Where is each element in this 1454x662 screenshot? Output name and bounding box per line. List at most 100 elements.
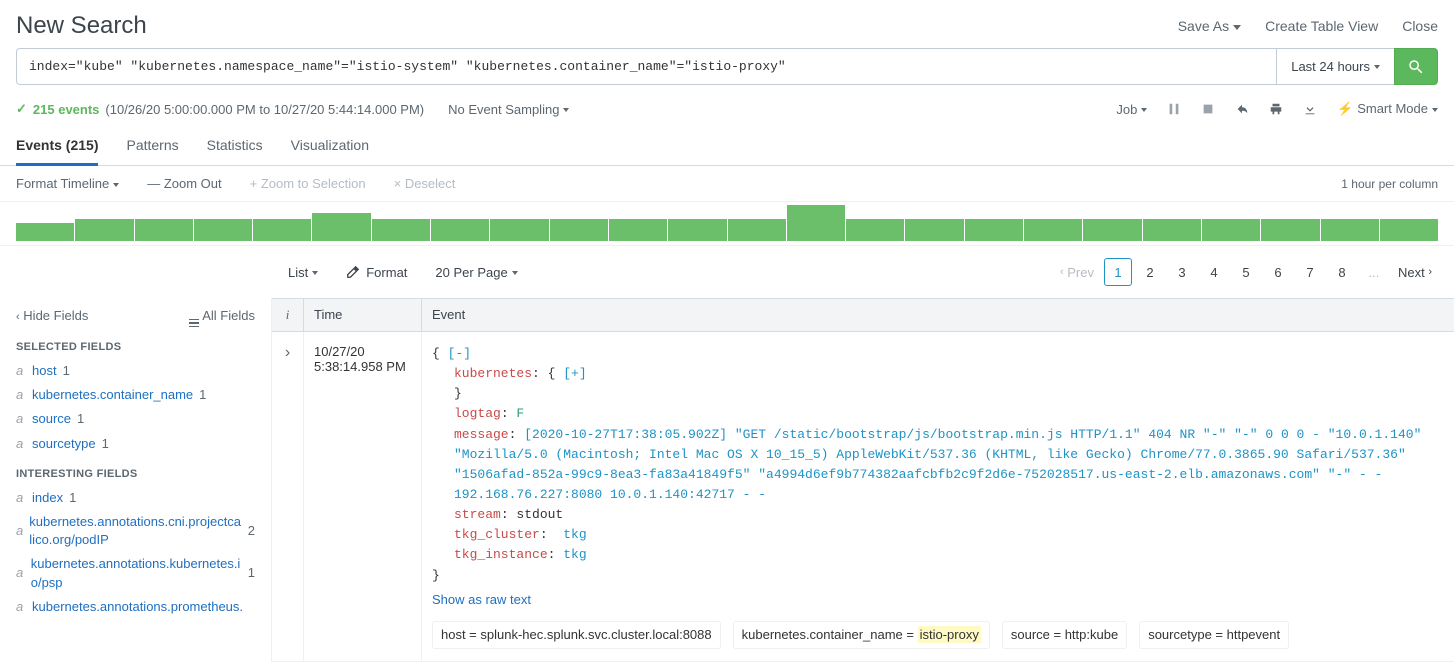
timeline-bar[interactable] <box>1083 219 1141 241</box>
download-icon[interactable] <box>1303 102 1317 116</box>
field-name-link[interactable]: kubernetes.container_name <box>32 386 193 404</box>
timeline-bar[interactable] <box>1380 219 1438 241</box>
expand-kubernetes[interactable]: [+] <box>563 366 586 381</box>
interesting-fields-heading: INTERESTING FIELDS <box>16 468 255 480</box>
per-page-dropdown[interactable]: 20 Per Page <box>435 265 517 280</box>
page-7[interactable]: 7 <box>1296 258 1324 286</box>
job-dropdown[interactable]: Job <box>1116 102 1147 117</box>
page-ellipsis: ... <box>1360 258 1388 286</box>
timeline-bar[interactable] <box>135 219 193 241</box>
collapse-toggle[interactable]: [-] <box>448 346 471 361</box>
smart-mode-dropdown[interactable]: ⚡ Smart Mode <box>1337 101 1438 117</box>
timeline-scale-label: 1 hour per column <box>1341 177 1438 191</box>
field-row[interactable]: asource 1 <box>16 407 255 431</box>
field-name-link[interactable]: kubernetes.annotations.prometheus. <box>32 598 243 616</box>
field-name-link[interactable]: kubernetes.annotations.cni.projectcalico… <box>29 513 241 549</box>
timeline-bar[interactable] <box>787 205 845 241</box>
page-3[interactable]: 3 <box>1168 258 1196 286</box>
timeline-bar[interactable] <box>194 219 252 241</box>
expand-row-button[interactable] <box>272 332 304 661</box>
field-row[interactable]: asourcetype1 <box>16 432 255 456</box>
timeline-bar[interactable] <box>609 219 667 241</box>
timeline-bar[interactable] <box>312 213 370 241</box>
format-timeline-dropdown[interactable]: Format Timeline <box>16 176 119 191</box>
timeline-bar[interactable] <box>1261 219 1319 241</box>
page-1[interactable]: 1 <box>1104 258 1132 286</box>
timeline-bar[interactable] <box>965 219 1023 241</box>
tab-patterns[interactable]: Patterns <box>126 127 178 165</box>
page-4[interactable]: 4 <box>1200 258 1228 286</box>
field-count: 1 <box>69 489 76 507</box>
smart-mode-label: Smart Mode <box>1357 101 1428 116</box>
page-6[interactable]: 6 <box>1264 258 1292 286</box>
next-button[interactable]: Next › <box>1392 258 1438 286</box>
timeline-bar[interactable] <box>1143 219 1201 241</box>
tab-statistics[interactable]: Statistics <box>207 127 263 165</box>
field-name-link[interactable]: source <box>32 410 71 428</box>
stop-icon[interactable] <box>1201 102 1215 116</box>
events-timerange: (10/26/20 5:00:00.000 PM to 10/27/20 5:4… <box>105 102 424 117</box>
timeline-bar[interactable] <box>550 219 608 241</box>
page-title: New Search <box>16 12 147 40</box>
field-row[interactable]: ahost 1 <box>16 359 255 383</box>
field-name-link[interactable]: host <box>32 362 57 380</box>
search-input[interactable] <box>16 48 1276 85</box>
field-count: 1 <box>248 564 255 582</box>
field-name-link[interactable]: kubernetes.annotations.kubernetes.io/psp <box>31 555 242 591</box>
timeline-bar[interactable] <box>490 219 548 241</box>
show-raw-text-link[interactable]: Show as raw text <box>432 590 531 610</box>
page-8[interactable]: 8 <box>1328 258 1356 286</box>
meta-host[interactable]: host = splunk-hec.splunk.svc.cluster.loc… <box>432 621 721 649</box>
timeline-chart[interactable] <box>0 202 1454 246</box>
timeline-bar[interactable] <box>253 219 311 241</box>
zoom-out-button[interactable]: — Zoom Out <box>147 176 221 191</box>
format-button[interactable]: Format <box>346 265 407 280</box>
timeline-bar[interactable] <box>846 219 904 241</box>
hide-fields-button[interactable]: ‹ Hide Fields <box>16 308 88 327</box>
field-row[interactable]: aindex1 <box>16 486 255 510</box>
field-row[interactable]: akubernetes.annotations.kubernetes.io/ps… <box>16 552 255 594</box>
timeline-bar[interactable] <box>668 219 726 241</box>
tab-visualization[interactable]: Visualization <box>291 127 369 165</box>
field-name-link[interactable]: sourcetype <box>32 435 96 453</box>
field-type: a <box>16 410 26 428</box>
page-5[interactable]: 5 <box>1232 258 1260 286</box>
pause-icon[interactable] <box>1167 102 1181 116</box>
all-fields-button[interactable]: All Fields <box>189 308 255 327</box>
field-row[interactable]: akubernetes.container_name1 <box>16 383 255 407</box>
timeline-bar[interactable] <box>372 219 430 241</box>
share-icon[interactable] <box>1235 102 1249 116</box>
timeline-bar[interactable] <box>431 219 489 241</box>
field-row[interactable]: akubernetes.annotations.cni.projectcalic… <box>16 510 255 552</box>
search-button[interactable] <box>1394 48 1438 85</box>
list-view-dropdown[interactable]: List <box>288 265 318 280</box>
field-row[interactable]: akubernetes.annotations.prometheus. <box>16 595 255 619</box>
tab-events[interactable]: Events (215) <box>16 127 98 166</box>
zoom-to-selection-button: + Zoom to Selection <box>250 176 366 191</box>
save-as-button[interactable]: Save As <box>1178 18 1241 34</box>
print-icon[interactable] <box>1269 102 1283 116</box>
time-range-picker[interactable]: Last 24 hours <box>1276 48 1394 85</box>
selected-fields-heading: SELECTED FIELDS <box>16 341 255 353</box>
field-count: 1 <box>77 410 84 428</box>
pencil-icon <box>346 265 360 279</box>
timeline-bar[interactable] <box>1321 219 1379 241</box>
meta-container[interactable]: kubernetes.container_name = istio-proxy <box>733 621 990 649</box>
timeline-bar[interactable] <box>16 223 74 241</box>
field-count: 1 <box>63 362 70 380</box>
time-column-header: Time <box>304 299 422 331</box>
timeline-bar[interactable] <box>905 219 963 241</box>
event-sampling-dropdown[interactable]: No Event Sampling <box>448 102 569 117</box>
meta-source[interactable]: source = http:kube <box>1002 621 1127 649</box>
close-button[interactable]: Close <box>1402 18 1438 34</box>
create-table-view-button[interactable]: Create Table View <box>1265 18 1378 34</box>
field-type: a <box>16 362 26 380</box>
pagination: ‹ Prev 1 2 3 4 5 6 7 8 ... Next › <box>1054 258 1438 286</box>
timeline-bar[interactable] <box>75 219 133 241</box>
timeline-bar[interactable] <box>1202 219 1260 241</box>
page-2[interactable]: 2 <box>1136 258 1164 286</box>
field-name-link[interactable]: index <box>32 489 63 507</box>
timeline-bar[interactable] <box>728 219 786 241</box>
meta-sourcetype[interactable]: sourcetype = httpevent <box>1139 621 1289 649</box>
timeline-bar[interactable] <box>1024 219 1082 241</box>
